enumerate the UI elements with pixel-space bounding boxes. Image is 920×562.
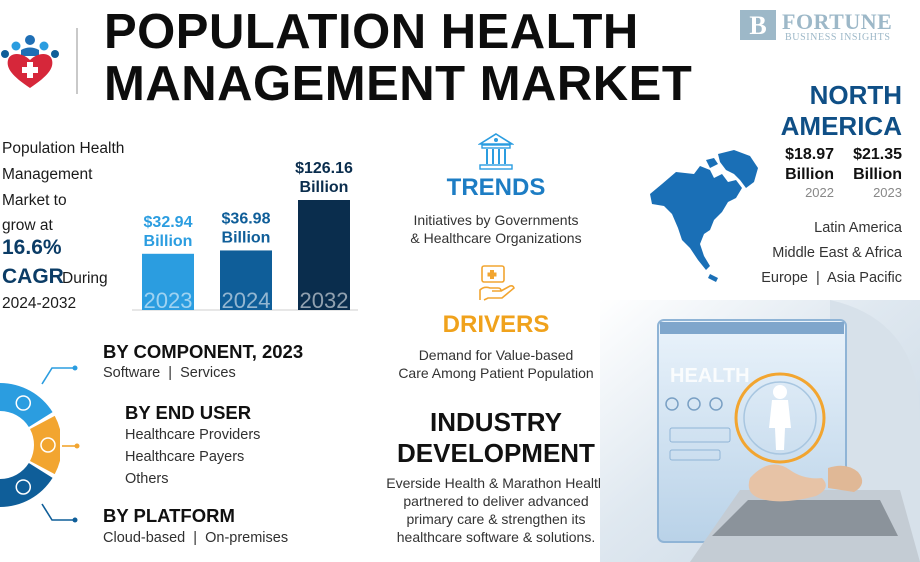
industry-text-line-2: partnered to deliver advanced <box>403 493 589 509</box>
component-wheel-segment <box>0 383 53 427</box>
cagr-during: During <box>62 270 108 287</box>
industry-text-line-1: Everside Health & Marathon Health <box>386 475 606 491</box>
industry-text-line-3: primary care & strengthen its <box>406 511 586 527</box>
industry-development-title-line-1: INDUSTRY <box>430 407 562 437</box>
bar-category-label: 2024 <box>222 288 271 313</box>
page-title-line-2: MANAGEMENT MARKET <box>104 57 693 111</box>
other-region: Europe | Asia Pacific <box>761 270 902 286</box>
drivers-title: DRIVERS <box>442 311 550 338</box>
region-lead-line-2: AMERICA <box>780 111 902 141</box>
industry-text-line-4: healthcare software & solutions. <box>396 529 596 545</box>
fortune-brand-logo-icon: B <box>740 10 776 40</box>
bar-value-unit: Billion <box>300 179 349 196</box>
platform-segment-items: Cloud-based | On-premises <box>103 530 289 546</box>
trends-text-line-2: & Healthcare Organizations <box>410 230 582 246</box>
bar-value-unit: Billion <box>222 229 271 246</box>
bar-2023 <box>142 253 194 310</box>
intro-line-3: Market to <box>2 192 67 209</box>
brand-mark-letter: B <box>749 11 766 40</box>
intro-line-1: Population Health <box>2 140 125 157</box>
north-america-map <box>650 150 758 282</box>
region-value-2022-amount: $18.97 <box>785 146 834 163</box>
region-value-2022-unit: Billion <box>785 166 834 183</box>
population-health-logo-icon <box>1 35 59 88</box>
header-divider <box>76 28 78 94</box>
region-value-2023-year: 2023 <box>873 185 902 200</box>
bar-2024 <box>220 250 272 310</box>
end-user-segment-title: BY END USER <box>125 402 252 423</box>
hand-medical-card-icon <box>479 265 515 301</box>
bar-2032 <box>298 200 350 310</box>
drivers-text-line-1: Demand for Value-based <box>418 347 574 363</box>
component-segment-title: BY COMPONENT, 2023 <box>103 341 304 362</box>
end-user-item: Others <box>125 471 169 487</box>
industry-development-title-line-2: DEVELOPMENT <box>397 438 595 468</box>
end-user-item: Healthcare Providers <box>125 427 261 443</box>
government-building-icon <box>478 133 514 170</box>
platform-segment-title: BY PLATFORM <box>103 505 235 526</box>
intro-line-2: Management <box>2 166 93 183</box>
region-lead-line-1: NORTH <box>809 80 902 110</box>
page-title-line-1: POPULATION HEALTH <box>104 5 639 59</box>
segment-connectors <box>41 365 80 523</box>
bar-value-label: $32.94 <box>144 214 193 231</box>
end-user-item: Healthcare Payers <box>125 449 245 465</box>
bar-category-label: 2023 <box>144 288 193 313</box>
health-tablet-photo: HEALTH <box>600 300 920 562</box>
trends-title: TRENDS <box>446 174 546 201</box>
cloud-icon <box>15 479 32 495</box>
drivers-text-line-2: Care Among Patient Population <box>398 365 594 381</box>
component-segment-items: Software | Services <box>103 365 236 381</box>
brand-name: FORTUNE <box>782 9 893 34</box>
forecast-period: 2024-2032 <box>2 295 77 312</box>
software-icon <box>15 395 32 411</box>
intro-line-4: grow at <box>2 217 53 234</box>
brand-subtitle: BUSINESS INSIGHTS <box>785 32 891 43</box>
region-value-2023-amount: $21.35 <box>853 146 902 163</box>
bar-value-unit: Billion <box>144 233 193 250</box>
other-region: Latin America <box>814 220 902 236</box>
users-icon <box>40 437 56 453</box>
cagr-value: 16.6% <box>2 236 62 259</box>
region-value-2022-year: 2022 <box>805 185 834 200</box>
cagr-label: CAGR <box>2 265 64 288</box>
other-region: Middle East & Africa <box>772 245 902 261</box>
screen-health-text: HEALTH <box>670 365 750 387</box>
end-user-wheel-segment <box>30 415 60 475</box>
bar-category-label: 2032 <box>300 288 349 313</box>
bar-value-label: $126.16 <box>295 160 353 177</box>
region-value-2023-unit: Billion <box>853 166 902 183</box>
trends-text-line-1: Initiatives by Governments <box>413 212 579 228</box>
platform-wheel-segment <box>0 463 53 507</box>
segment-wheel <box>0 383 60 507</box>
region-lead-title: NORTH AMERICA <box>781 80 902 142</box>
market-size-bar-chart: 2023 $32.94 Billion 2024 $36.98 Billion 2032 $1… <box>132 160 358 313</box>
bar-value-label: $36.98 <box>222 210 271 227</box>
